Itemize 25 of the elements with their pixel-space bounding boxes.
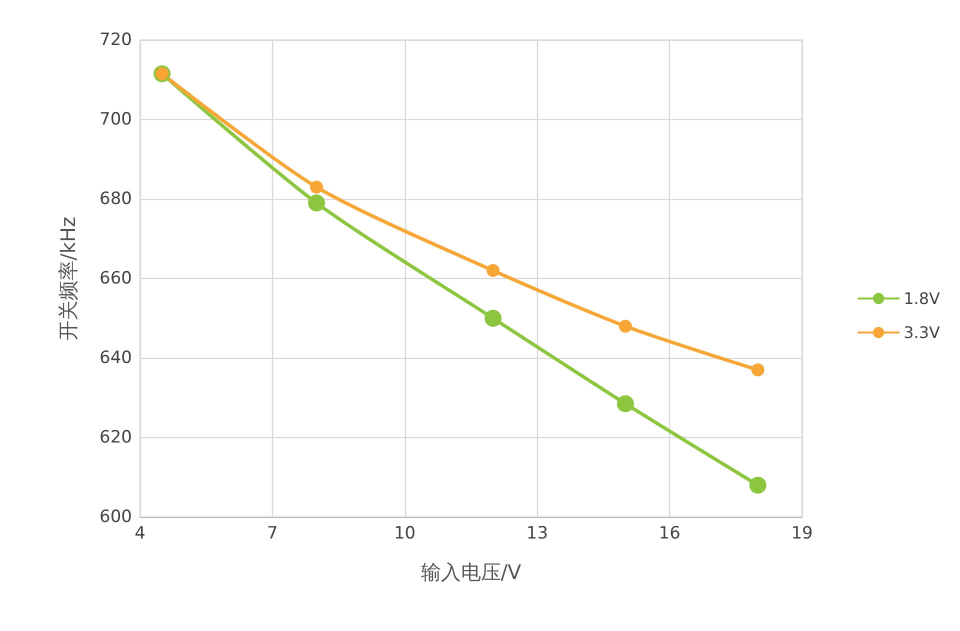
legend-label: 1.8V xyxy=(904,289,940,308)
y-tick-label: 620 xyxy=(100,428,132,448)
point xyxy=(310,180,324,194)
x-tick-label: 10 xyxy=(394,524,416,544)
point xyxy=(308,194,326,212)
y-tick-label: 660 xyxy=(100,268,132,288)
point xyxy=(616,395,634,412)
x-tick-label: 16 xyxy=(658,524,680,544)
x-tick-label: 7 xyxy=(266,524,278,544)
y-tick-label: 640 xyxy=(100,348,132,368)
point xyxy=(749,476,766,494)
y-tick-label: 720 xyxy=(100,30,132,50)
y-tick-label: 700 xyxy=(100,110,132,130)
x-tick-label: 4 xyxy=(134,524,146,544)
y-tick-label: 600 xyxy=(100,507,132,527)
legend-label: 3.3V xyxy=(904,323,940,342)
x-axis-title: 输入电压/V xyxy=(420,560,522,584)
x-tick-label: 19 xyxy=(791,524,813,544)
y-tick-label: 680 xyxy=(100,189,132,209)
x-tick-label: 13 xyxy=(526,524,548,544)
point xyxy=(486,264,500,278)
point xyxy=(484,310,502,327)
point xyxy=(618,320,632,333)
y-axis-title: 开关频率/kHz xyxy=(56,216,80,340)
point xyxy=(751,363,764,376)
